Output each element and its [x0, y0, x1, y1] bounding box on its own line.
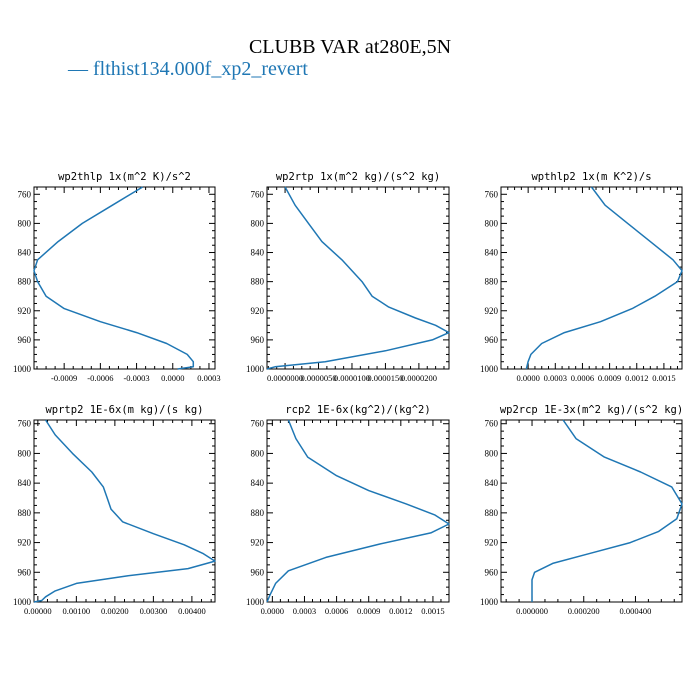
plot-panel-6: wp2rcp 1E-3x(m^2 kg)/(s^2 kg)760 800 840 88…	[480, 404, 683, 616]
y-tick-label: 880	[251, 277, 265, 287]
x-tick-label: 0.0009	[357, 606, 380, 616]
x-tick-label: -0.0006	[87, 373, 113, 383]
y-tick-label: 960	[18, 567, 32, 577]
y-tick-label: 800	[251, 218, 265, 228]
plot-frame	[500, 186, 683, 370]
series-line	[266, 186, 450, 370]
y-tick-label: 1000	[13, 364, 32, 374]
y-tick-label: 1000	[246, 597, 265, 607]
y-tick-label: 920	[18, 538, 32, 548]
y-tick-label: 920	[485, 538, 499, 548]
plot-title: wp2rtp 1x(m^2 kg)/(s^2 kg)	[276, 171, 440, 183]
y-tick-label: 800	[251, 448, 265, 458]
series-line	[531, 419, 683, 602]
y-tick-label: 760	[251, 189, 265, 199]
x-tick-label: 0.0003	[293, 606, 316, 616]
y-tick-label: 1000	[13, 597, 32, 607]
x-tick-label: 0.00300	[140, 606, 168, 616]
y-tick-label: 920	[18, 306, 32, 316]
x-tick-label: 0.0009	[598, 373, 621, 383]
y-tick-label: 880	[18, 508, 32, 518]
y-tick-label: 880	[251, 508, 265, 518]
x-tick-label: 0.0000	[516, 373, 539, 383]
plot-title: wp2thlp 1x(m^2 K)/s^2	[58, 171, 191, 183]
y-tick-label: 760	[18, 189, 32, 199]
y-tick-label: 920	[251, 538, 265, 548]
chart-title: CLUBB VAR at280E,5N	[248, 36, 452, 58]
series-line	[266, 419, 450, 603]
y-tick-label: 880	[485, 508, 499, 518]
y-tick-label: 1000	[480, 364, 499, 374]
legend-entry: — flthist134.000f_xp2_revert	[68, 58, 308, 80]
y-tick-label: 1000	[480, 597, 499, 607]
y-tick-label: 920	[485, 306, 499, 316]
x-tick-label: 0.0000000	[267, 373, 303, 383]
x-tick-label: 0.0006	[325, 606, 348, 616]
y-tick-label: 960	[485, 567, 499, 577]
y-tick-label: 840	[251, 478, 265, 488]
y-tick-label: 840	[251, 248, 265, 258]
y-tick-label: 960	[18, 335, 32, 345]
x-tick-label: 0.0000150	[367, 373, 403, 383]
plot-panel-3: wpthlp2 1x(m K^2)/s 760 800 840 880 920 960 100…	[480, 171, 683, 383]
y-tick-label: 960	[251, 567, 265, 577]
plot-frame	[33, 419, 216, 603]
x-tick-label: 0.0015	[652, 373, 675, 383]
plot-frame	[266, 186, 450, 370]
y-tick-label: 800	[485, 448, 499, 458]
x-tick-label: 0.0003	[197, 373, 220, 383]
plot-title: wp2rcp 1E-3x(m^2 kg)/(s^2 kg)	[500, 404, 683, 416]
x-tick-label: 0.0012	[389, 606, 412, 616]
y-tick-label: 840	[485, 478, 499, 488]
y-tick-label: 800	[485, 218, 499, 228]
x-tick-label: 0.0000050	[300, 373, 336, 383]
y-tick-label: 760	[485, 419, 499, 429]
plot-panel-2: wp2rtp 1x(m^2 kg)/(s^2 kg) 760 800 840 880 92…	[246, 171, 450, 383]
series-line	[525, 186, 683, 370]
x-tick-label: 0.00200	[101, 606, 129, 616]
x-tick-label: 0.0015	[421, 606, 444, 616]
y-tick-label: 960	[485, 335, 499, 345]
x-tick-label: 0.0012	[625, 373, 648, 383]
y-tick-label: 880	[18, 277, 32, 287]
plot-title: wpthlp2 1x(m K^2)/s	[531, 171, 651, 183]
plot-title: wprtp2 1E-6x(m kg)/(s kg)	[45, 404, 203, 416]
y-tick-label: 800	[18, 448, 32, 458]
y-tick-label: 840	[18, 478, 32, 488]
x-tick-label: 0.0000100	[334, 373, 370, 383]
x-tick-label: 0.00100	[63, 606, 91, 616]
plot-title: rcp2 1E-6x(kg^2)/(kg^2)	[285, 404, 430, 416]
x-tick-label: 0.0000200	[401, 373, 437, 383]
series-line	[33, 419, 216, 603]
x-tick-label: 0.0003	[544, 373, 567, 383]
y-tick-label: 760	[18, 419, 32, 429]
y-tick-label: 840	[485, 248, 499, 258]
y-tick-label: 840	[18, 248, 32, 258]
x-tick-label: 0.0000	[161, 373, 184, 383]
x-tick-label: 0.0000	[261, 606, 284, 616]
y-tick-label: 880	[485, 277, 499, 287]
y-tick-label: 960	[251, 335, 265, 345]
x-tick-label: 0.000400	[620, 606, 652, 616]
x-tick-label: 0.00000	[24, 606, 52, 616]
plot-frame	[500, 419, 683, 603]
x-tick-label: 0.0006	[571, 373, 594, 383]
x-tick-label: 0.000200	[568, 606, 600, 616]
plot-frame	[266, 419, 450, 603]
plot-panel-1: wp2thlp 1x(m^2 K)/s^2 760 800 840 880 920 960 1…	[13, 171, 221, 383]
x-tick-label: 0.000000	[516, 606, 548, 616]
plot-panel-5: rcp2 1E-6x(kg^2)/(kg^2) 760 800 840 880 920 96…	[246, 404, 450, 616]
x-tick-label: -0.0003	[123, 373, 149, 383]
x-tick-label: -0.0009	[51, 373, 77, 383]
y-tick-label: 760	[251, 419, 265, 429]
y-tick-label: 760	[485, 189, 499, 199]
y-tick-label: 1000	[246, 364, 265, 374]
plot-panel-4: wprtp2 1E-6x(m kg)/(s kg) 760 800 840 880 920…	[13, 404, 216, 616]
y-tick-label: 920	[251, 306, 265, 316]
x-tick-label: 0.00400	[178, 606, 206, 616]
plot-frame	[33, 186, 216, 370]
series-line	[33, 186, 195, 370]
y-tick-label: 800	[18, 218, 32, 228]
